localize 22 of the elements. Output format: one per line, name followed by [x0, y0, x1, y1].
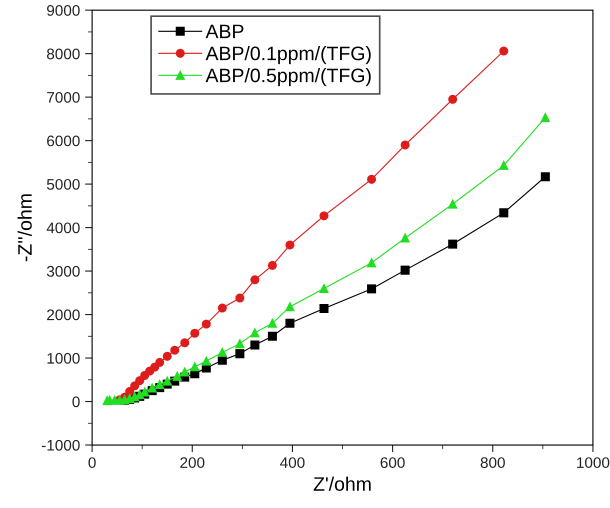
y-tick-label: 9000: [47, 5, 80, 16]
legend-label: ABP/0.1ppm/(TFG): [206, 46, 371, 64]
y-tick-label: 8000: [46, 48, 80, 60]
y-axis-title: -Z''/ohm: [18, 194, 32, 262]
y-tick-label: 6000: [47, 135, 80, 146]
x-tick-label: 200: [180, 457, 204, 468]
legend-label: ABP/0.5ppm/(TFG): [206, 68, 371, 86]
x-tick-label: 1000: [577, 457, 610, 468]
y-tick-label: 4000: [46, 222, 80, 234]
x-tick-label: 0: [88, 457, 96, 468]
y-tick-label: 7000: [47, 92, 80, 103]
x-tick-label: 600: [380, 457, 405, 468]
x-axis-title: Z'/ohm: [314, 476, 371, 491]
y-tick-label: 3000: [46, 266, 80, 277]
x-tick-label: 800: [480, 457, 505, 468]
y-tick-label: 5000: [46, 178, 80, 190]
y-tick-label: 0: [72, 396, 80, 408]
y-tick-label: 2000: [47, 309, 80, 320]
x-tick-label: 400: [280, 457, 305, 468]
y-tick-label: -1000: [42, 440, 80, 451]
y-tick-label: 1000: [47, 352, 80, 364]
legend-label: ABP: [206, 24, 244, 38]
